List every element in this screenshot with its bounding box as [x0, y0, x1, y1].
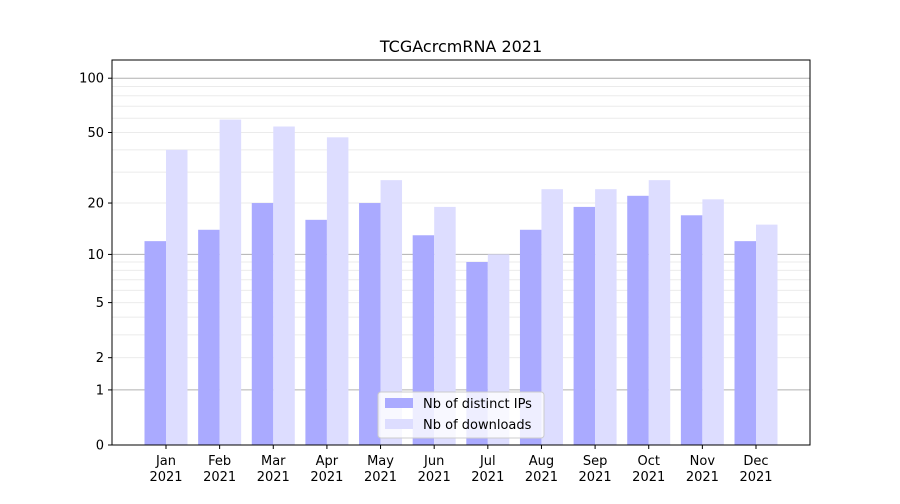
y-axis: 0 1 2 5 10 20 50 100	[79, 72, 112, 454]
legend-label-downloads: Nb of downloads	[423, 418, 532, 433]
y-tick-label: 1	[96, 383, 104, 398]
x-tick-label-month: Apr	[316, 454, 339, 469]
x-tick-label-month: Mar	[261, 454, 286, 469]
x-tick-label-month: Feb	[208, 454, 231, 469]
x-tick-label-month: Oct	[637, 454, 659, 469]
x-tick-label-year: 2021	[632, 470, 665, 485]
y-tick-label: 2	[96, 351, 104, 366]
bar-downloads	[595, 189, 617, 445]
legend-swatch-ips	[385, 398, 413, 408]
bar-distinct-ips	[573, 206, 596, 445]
x-tick-label-month: Aug	[529, 454, 554, 469]
bar-downloads	[380, 180, 403, 445]
bar-downloads	[434, 206, 456, 445]
axes-frame	[111, 59, 811, 446]
x-tick-label-month: Jul	[479, 454, 496, 469]
bar-distinct-ips	[359, 203, 381, 445]
x-tick-label-year: 2021	[579, 470, 612, 485]
x-tick-label-month: May	[367, 454, 394, 469]
y-tick-label: 0	[96, 439, 104, 454]
y-tick-label: 50	[87, 126, 104, 141]
bar-downloads	[648, 180, 671, 445]
y-tick-label: 20	[87, 197, 104, 212]
bar-distinct-ips	[305, 219, 327, 445]
bar-downloads	[273, 126, 295, 446]
bar-distinct-ips	[680, 215, 703, 445]
bar-downloads	[219, 119, 242, 446]
x-tick-label-month: Jun	[423, 454, 444, 469]
x-tick-label-year: 2021	[364, 470, 397, 485]
legend-frame	[377, 391, 545, 439]
bar-distinct-ips	[198, 229, 220, 445]
x-tick-label-year: 2021	[471, 470, 504, 485]
bar-downloads	[326, 137, 349, 446]
bar-distinct-ips	[734, 241, 756, 445]
x-tick-label-month: Sep	[583, 454, 608, 469]
bar-distinct-ips	[251, 203, 274, 445]
x-tick-label-month: Nov	[690, 454, 716, 469]
x-tick-label-year: 2021	[310, 470, 343, 485]
x-tick-label-year: 2021	[418, 470, 451, 485]
bar-downloads	[756, 224, 778, 445]
y-tick-label: 5	[96, 296, 104, 311]
legend-swatch-downloads	[385, 419, 413, 429]
bar-distinct-ips	[627, 195, 649, 445]
x-tick-label-month: Dec	[743, 454, 768, 469]
bar-distinct-ips	[144, 241, 166, 445]
chart-title: TCGAcrcmRNA 2021	[379, 37, 542, 56]
legend-label-ips: Nb of distinct IPs	[423, 397, 532, 412]
y-tick-label: 10	[87, 248, 104, 263]
y-tick-label: 100	[79, 72, 104, 87]
x-axis: Jan2021Feb2021Mar2021Apr2021May2021Jun20…	[149, 445, 773, 485]
x-tick-label-year: 2021	[257, 470, 290, 485]
x-tick-label-year: 2021	[739, 470, 772, 485]
bar-distinct-ips	[519, 229, 542, 445]
bar-downloads	[541, 189, 563, 445]
x-tick-label-year: 2021	[203, 470, 236, 485]
x-tick-label-year: 2021	[525, 470, 558, 485]
x-tick-label-year: 2021	[149, 470, 182, 485]
legend: Nb of distinct IPs Nb of downloads	[377, 391, 545, 439]
bar-downloads	[702, 199, 724, 445]
x-tick-label-month: Jan	[155, 454, 176, 469]
x-tick-label-year: 2021	[686, 470, 719, 485]
bar-downloads	[166, 149, 188, 445]
